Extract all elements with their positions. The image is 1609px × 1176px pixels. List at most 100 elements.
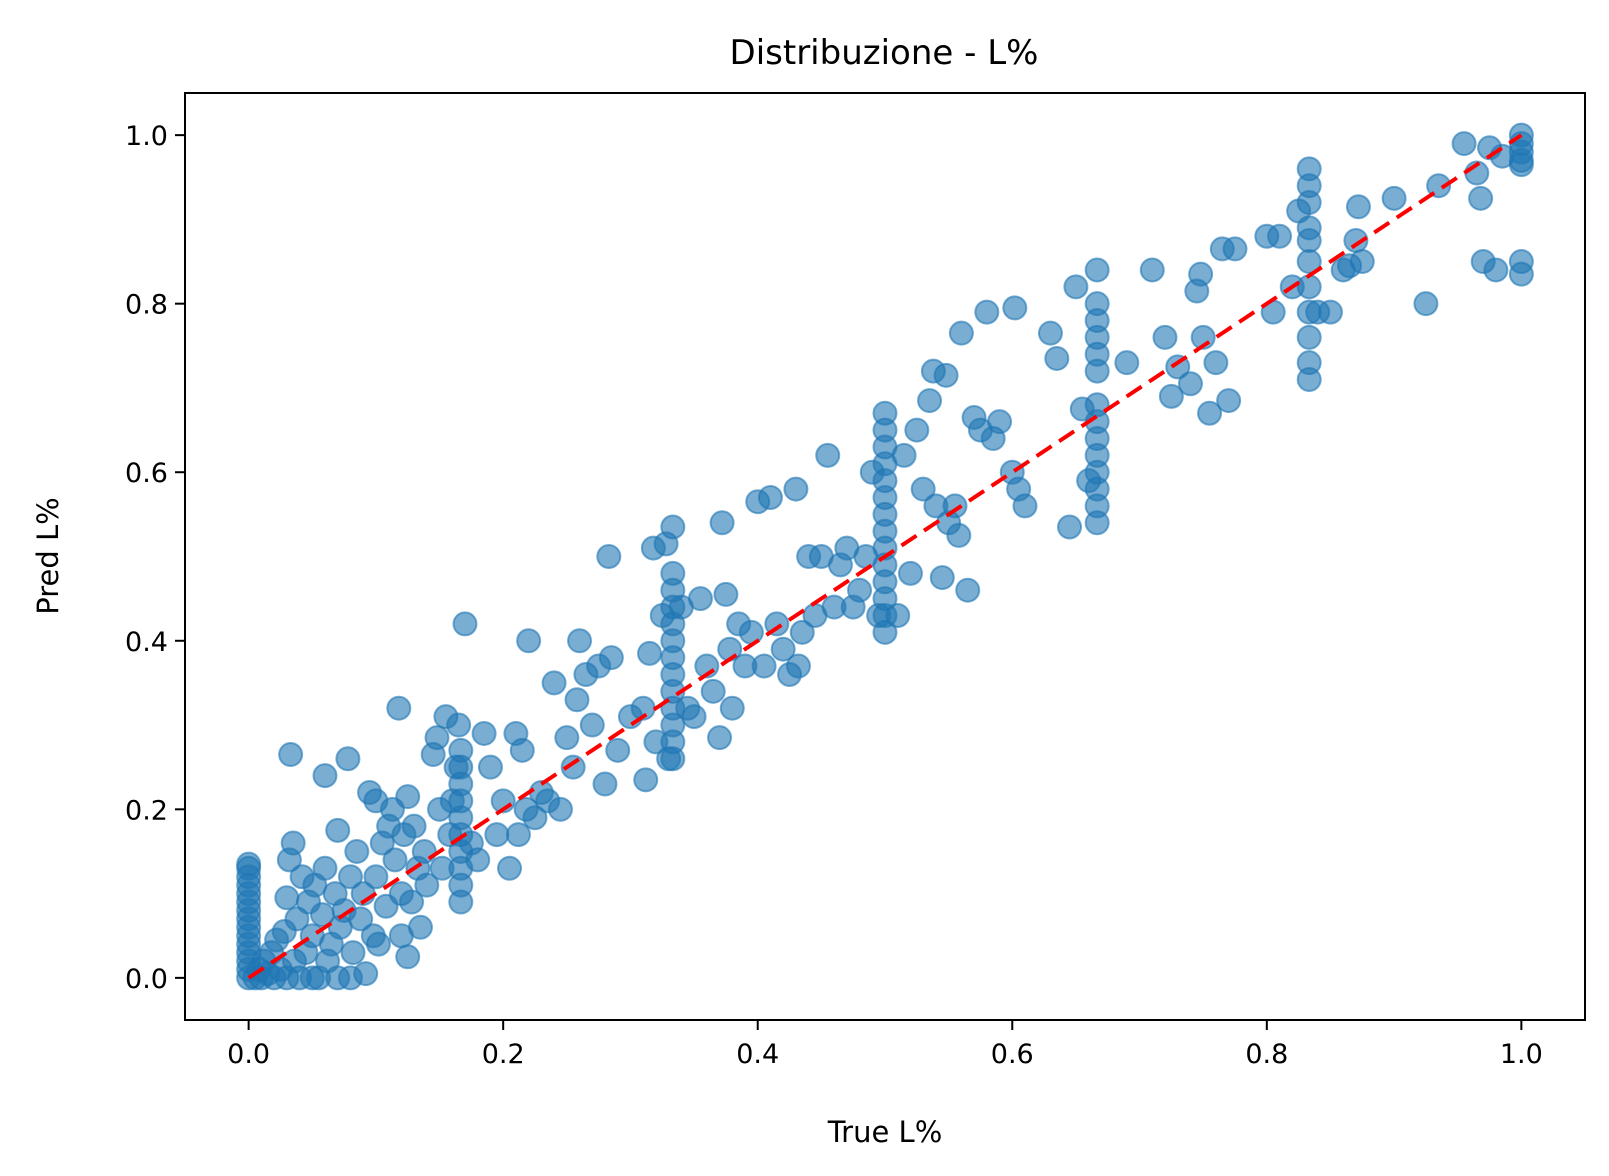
data-point [399,889,425,915]
data-point [541,670,567,696]
data-point [660,514,686,540]
data-point [707,725,733,751]
data-point [337,864,363,890]
data-point [1267,223,1293,249]
x-axis-label: True L% [827,1115,943,1149]
data-point [452,611,478,637]
axis-ticks: 0.0 0.2 0.4 0.6 0.8 1.0 0.0 0.2 0.4 0.6 0.8 1.0 [125,121,1543,1070]
data-point [885,602,911,628]
data-point [955,577,981,603]
data-point [278,742,304,768]
x-tick-label: 0.2 [482,1039,525,1070]
data-point [1158,383,1184,409]
data-point [872,400,898,426]
chart-title: Distribuzione - L% [730,33,1039,73]
data-point [783,476,809,502]
data-point [484,822,510,848]
data-point [1084,392,1110,418]
data-point [660,560,686,586]
reference-line [247,133,1523,980]
data-point [1002,295,1028,321]
data-point [948,320,974,346]
data-point [424,725,450,751]
data-point [1216,388,1242,414]
data-point [713,581,739,607]
data-point [946,522,972,548]
data-point [348,906,374,932]
data-point [933,362,959,388]
data-point [1012,493,1038,519]
data-point [700,678,726,704]
data-point [353,961,379,987]
data-point [280,830,306,856]
data-point [1296,215,1322,241]
data-point [1349,249,1375,275]
data-point [719,695,745,721]
data-point [407,914,433,940]
x-tick-label: 1.0 [1500,1039,1543,1070]
data-point [785,653,811,679]
data-point [579,712,605,738]
data-point [382,847,408,873]
data-point [395,784,421,810]
data-point [987,409,1013,435]
data-point [1296,156,1322,182]
y-tick-label: 0.0 [125,964,168,995]
data-point [1188,261,1214,287]
data-point [411,838,437,864]
data-point [554,725,580,751]
data-point [477,754,503,780]
plot-frame [184,92,1586,1021]
data-point [446,712,472,738]
data-point [738,619,764,645]
data-point [344,838,370,864]
data-point [547,796,573,822]
data-point [340,940,366,966]
y-tick-label: 0.4 [125,627,168,658]
y-tick-label: 0.2 [125,795,168,826]
data-point [709,510,735,536]
data-point [929,565,955,591]
data-point [1296,350,1322,376]
data-point [395,944,421,970]
y-tick-label: 0.6 [125,458,168,489]
data-point [770,636,796,662]
data-point [335,746,361,772]
data-point [497,855,523,881]
data-point [505,822,531,848]
data-point [904,417,930,443]
data-point [974,299,1000,325]
data-point [1451,131,1477,157]
data-point [681,704,707,730]
data-point [605,737,631,763]
data-point [236,851,262,877]
data-point [312,763,338,789]
data-point [1222,236,1248,262]
data-point [910,476,936,502]
data-point [637,640,663,666]
x-tick-label: 0.8 [1245,1039,1288,1070]
data-point [274,885,300,911]
data-point [1152,324,1178,350]
y-tick-label: 0.8 [125,290,168,321]
data-point [1177,371,1203,397]
data-point [509,737,535,763]
data-points [236,122,1534,991]
data-point [1381,185,1407,211]
data-point [312,855,338,881]
data-point [1296,274,1322,300]
y-tick-label: 1.0 [125,121,168,152]
data-point [516,628,542,654]
data-point [897,560,923,586]
data-point [1139,257,1165,283]
data-point [1508,122,1534,148]
data-point [1203,350,1229,376]
data-point [1114,350,1140,376]
data-point [1084,257,1110,283]
data-point [465,847,491,873]
x-tick-label: 0.6 [991,1039,1034,1070]
data-point [633,767,659,793]
data-point [847,577,873,603]
data-point [1508,249,1534,275]
